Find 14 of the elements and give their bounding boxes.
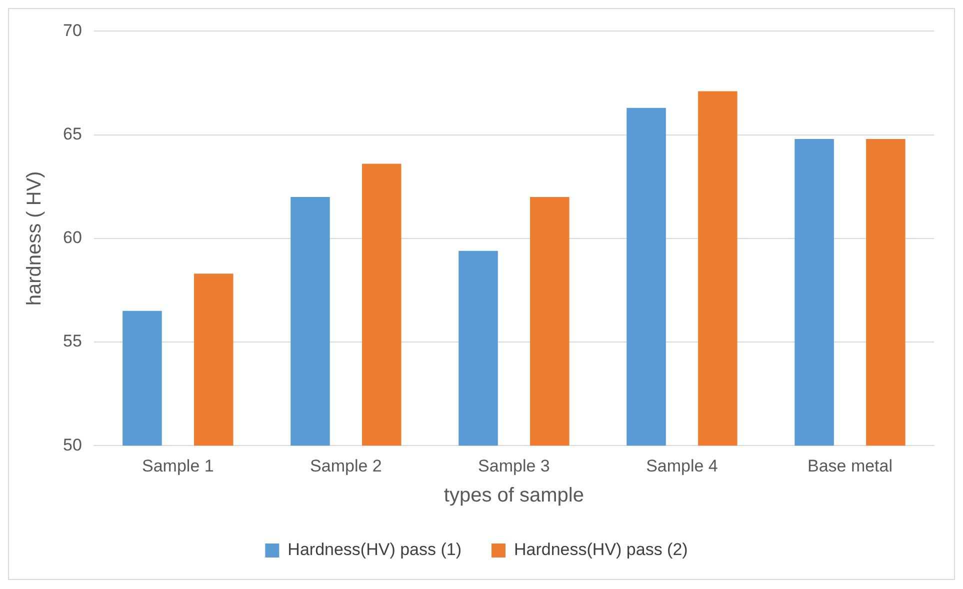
x-tick-label: Base metal [807, 456, 893, 476]
x-tick-label: Sample 3 [478, 456, 550, 476]
x-axis-title: types of sample [444, 484, 584, 507]
legend-label: Hardness(HV) pass (2) [514, 540, 688, 560]
y-tick-label: 70 [62, 20, 82, 40]
y-axis-title: hardness ( HV) [24, 171, 46, 306]
y-tick-label: 60 [62, 228, 82, 248]
y-tick-label: 55 [62, 332, 82, 351]
x-tick-label: Sample 1 [142, 456, 214, 476]
x-tick-label: Sample 2 [310, 456, 382, 476]
x-tick-label: Sample 4 [646, 456, 718, 476]
y-tick-label: 65 [62, 124, 82, 144]
y-tick-label: 50 [62, 435, 82, 454]
legend-label: Hardness(HV) pass (1) [288, 540, 462, 560]
